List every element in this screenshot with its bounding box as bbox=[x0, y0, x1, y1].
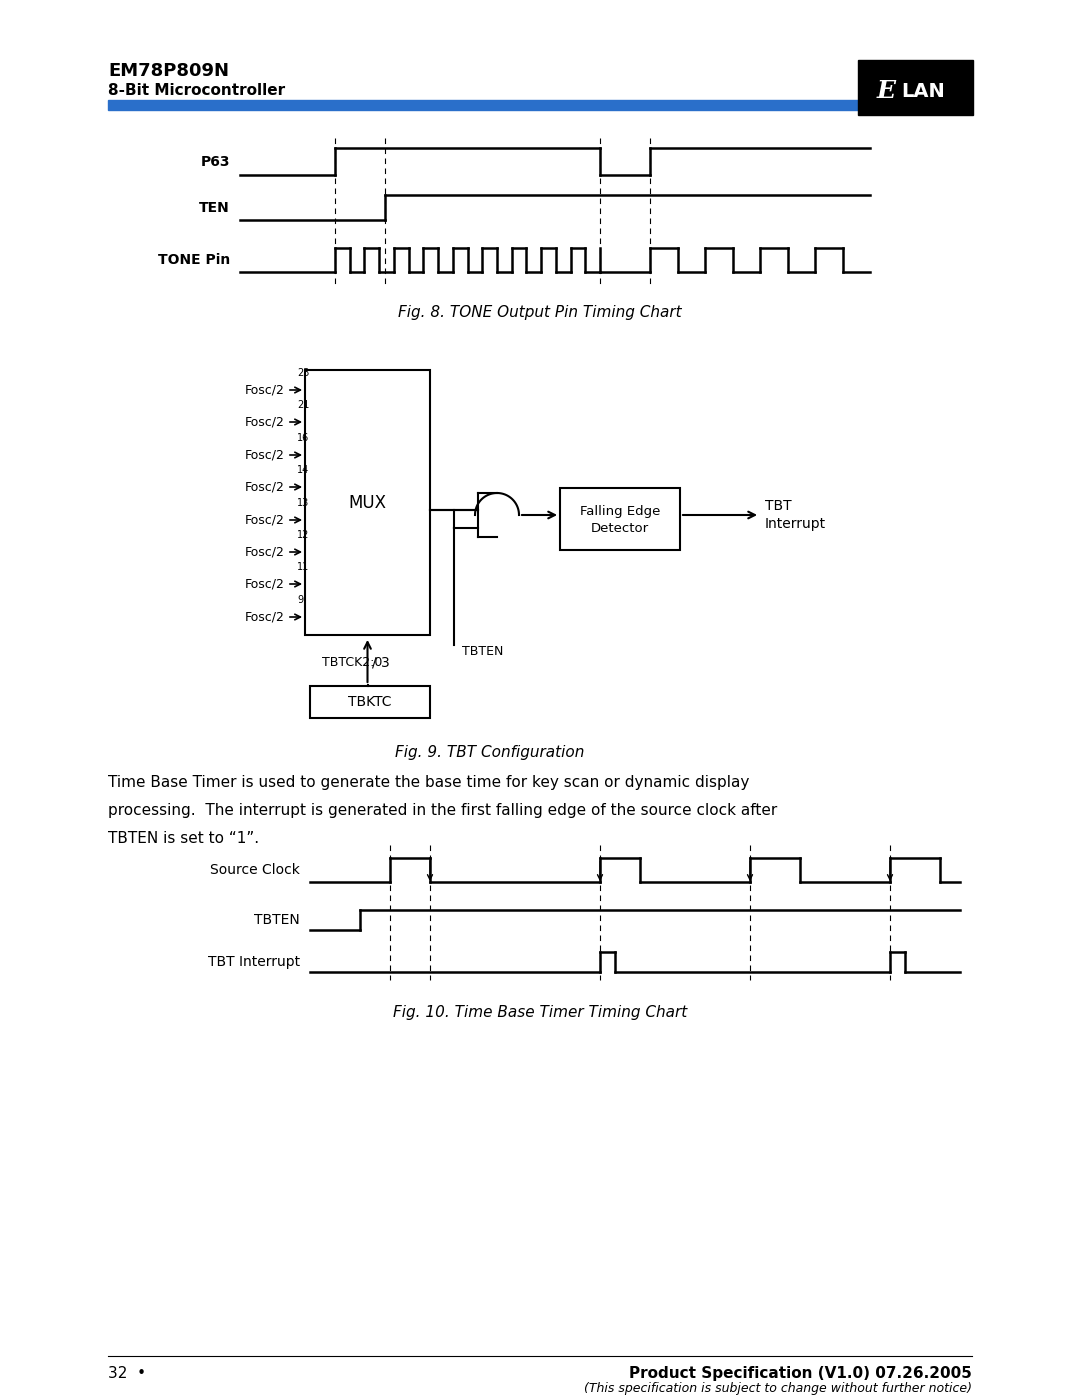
Bar bbox=[305, 370, 430, 636]
Bar bbox=[310, 686, 430, 718]
Text: 16: 16 bbox=[297, 433, 309, 443]
Text: Fig. 10. Time Base Timer Timing Chart: Fig. 10. Time Base Timer Timing Chart bbox=[393, 1004, 687, 1020]
Text: Source Clock: Source Clock bbox=[211, 863, 300, 877]
Text: Fosc/2: Fosc/2 bbox=[245, 448, 285, 461]
Text: TBTCK2:0: TBTCK2:0 bbox=[323, 655, 383, 669]
Text: TBT: TBT bbox=[765, 499, 792, 513]
Text: MUX: MUX bbox=[349, 493, 387, 511]
Text: Fosc/2: Fosc/2 bbox=[245, 384, 285, 397]
Text: 23: 23 bbox=[297, 367, 309, 379]
Text: Interrupt: Interrupt bbox=[765, 517, 826, 531]
Text: Fosc/2: Fosc/2 bbox=[245, 481, 285, 493]
Text: TBT Interrupt: TBT Interrupt bbox=[207, 956, 300, 970]
Text: TBKTC: TBKTC bbox=[348, 694, 392, 710]
Text: 12: 12 bbox=[297, 529, 309, 541]
Text: 32  •: 32 • bbox=[108, 1366, 146, 1382]
Text: 21: 21 bbox=[297, 400, 309, 409]
Text: EM78P809N: EM78P809N bbox=[108, 61, 229, 80]
Text: 14: 14 bbox=[297, 465, 309, 475]
Text: / 3: / 3 bbox=[373, 655, 390, 669]
Text: TONE Pin: TONE Pin bbox=[158, 253, 230, 267]
Text: TBTEN is set to “1”.: TBTEN is set to “1”. bbox=[108, 831, 259, 847]
Text: Fosc/2: Fosc/2 bbox=[245, 545, 285, 559]
Bar bbox=[561, 488, 680, 550]
Text: Product Specification (V1.0) 07.26.2005: Product Specification (V1.0) 07.26.2005 bbox=[630, 1366, 972, 1382]
Text: Fosc/2: Fosc/2 bbox=[245, 610, 285, 623]
Text: 9: 9 bbox=[297, 595, 303, 605]
Text: Time Base Timer is used to generate the base time for key scan or dynamic displa: Time Base Timer is used to generate the … bbox=[108, 775, 750, 789]
Text: Fosc/2: Fosc/2 bbox=[245, 415, 285, 429]
Text: TBTEN: TBTEN bbox=[462, 645, 503, 658]
Text: Fig. 9. TBT Configuration: Fig. 9. TBT Configuration bbox=[395, 745, 584, 760]
Text: (This specification is subject to change without further notice): (This specification is subject to change… bbox=[584, 1382, 972, 1396]
Bar bbox=[858, 60, 973, 115]
Text: 8-Bit Microcontroller: 8-Bit Microcontroller bbox=[108, 82, 285, 98]
Text: 13: 13 bbox=[297, 497, 309, 509]
Text: Fosc/2: Fosc/2 bbox=[245, 577, 285, 591]
Text: Fig. 8. TONE Output Pin Timing Chart: Fig. 8. TONE Output Pin Timing Chart bbox=[399, 305, 681, 320]
Text: TBTEN: TBTEN bbox=[254, 914, 300, 928]
Text: E: E bbox=[877, 80, 895, 103]
Text: Detector: Detector bbox=[591, 521, 649, 535]
Text: processing.  The interrupt is generated in the first falling edge of the source : processing. The interrupt is generated i… bbox=[108, 803, 778, 819]
Text: 11: 11 bbox=[297, 562, 309, 571]
Text: Falling Edge: Falling Edge bbox=[580, 506, 660, 518]
Bar bbox=[108, 101, 868, 110]
Text: Fosc/2: Fosc/2 bbox=[245, 514, 285, 527]
Text: TEN: TEN bbox=[199, 201, 230, 215]
Text: LAN: LAN bbox=[901, 82, 945, 101]
Text: P63: P63 bbox=[201, 155, 230, 169]
